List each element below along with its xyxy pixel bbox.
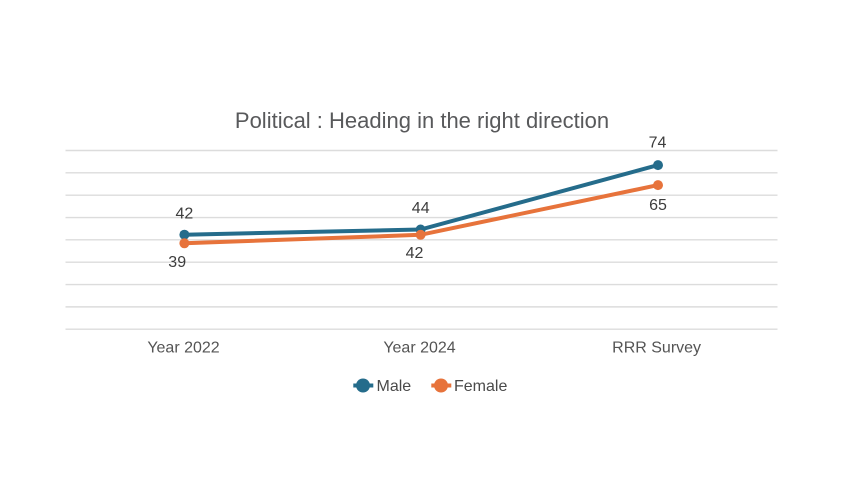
svg-text:42: 42 <box>406 245 424 262</box>
svg-text:Political : Heading in the rig: Political : Heading in the right directi… <box>235 108 609 133</box>
svg-text:Year 2022: Year 2022 <box>147 340 219 357</box>
svg-text:RRR Survey: RRR Survey <box>612 340 701 357</box>
svg-text:Year 2024: Year 2024 <box>383 340 455 357</box>
svg-text:65: 65 <box>649 197 667 214</box>
svg-text:Female: Female <box>454 378 507 395</box>
svg-text:74: 74 <box>649 135 667 152</box>
svg-text:Male: Male <box>377 378 412 395</box>
svg-text:44: 44 <box>412 200 430 217</box>
svg-text:39: 39 <box>168 254 186 271</box>
svg-text:42: 42 <box>176 206 194 223</box>
